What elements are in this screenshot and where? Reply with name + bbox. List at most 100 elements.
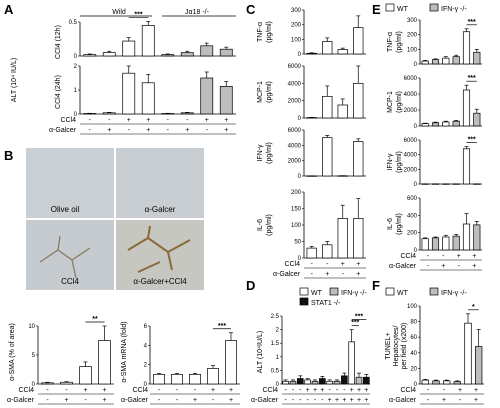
legend-swatch-ifng <box>429 3 439 12</box>
bar <box>353 218 364 259</box>
bar <box>141 82 155 115</box>
bar <box>207 368 219 385</box>
treatment-value: + <box>442 397 446 404</box>
treatment-row-label: α-Galcer <box>273 271 301 278</box>
subplot-label: IFN-γ <box>257 144 264 162</box>
y-tick-label: 0 <box>32 382 36 388</box>
treatment-value: - <box>311 261 314 268</box>
subplot-unit: (pg/ml) <box>396 91 403 113</box>
subplot-unit: (pg/ml) <box>266 21 273 43</box>
treatment-value: - <box>186 117 189 124</box>
bar <box>443 380 451 385</box>
bar <box>452 56 460 65</box>
y-axis-label: per field (x200) <box>401 323 408 370</box>
treatment-value: - <box>328 387 331 394</box>
treatment-value: + <box>127 117 131 124</box>
treatment-value: + <box>102 397 106 404</box>
treatment-row-label: α-Galcer <box>49 127 77 134</box>
bar <box>462 31 471 65</box>
legend-swatch-stat1 <box>299 297 309 306</box>
bar <box>304 379 311 385</box>
y-axis-label: TUNEL+ <box>385 332 392 359</box>
significance-marker: *** <box>468 19 476 26</box>
bar <box>473 112 481 127</box>
subplot-label: TNF-α <box>257 22 264 42</box>
y-tick-label: 4 <box>144 343 148 349</box>
treatment-value: - <box>443 387 446 394</box>
treatment-value: + <box>146 117 150 124</box>
treatment-value: - <box>427 253 430 260</box>
bar <box>122 40 136 57</box>
y-tick-label: 2000 <box>288 159 302 165</box>
legend-swatch-ifng <box>329 287 339 296</box>
bar <box>282 380 289 385</box>
treatment-value: + <box>350 397 354 404</box>
significance-marker: * <box>472 304 475 311</box>
y-tick-label: 0 <box>74 54 78 60</box>
treatment-value: - <box>321 397 324 404</box>
legend-d: WT IFN-γ -/- STAT1 -/- <box>299 287 367 307</box>
bar <box>161 54 175 57</box>
treatment-value: - <box>342 271 345 278</box>
legend-label-wt: WT <box>397 290 409 297</box>
treatment-value: - <box>306 397 309 404</box>
treatment-value: + <box>83 387 87 394</box>
treatment-value: + <box>64 397 68 404</box>
y-tick-label: 2000 <box>404 108 418 114</box>
treatment-value: + <box>350 387 354 394</box>
micrograph-label-a-galcer: α-Galcer <box>145 205 176 214</box>
subplot-unit: (pg/ml) <box>266 142 273 164</box>
bar <box>326 380 333 385</box>
y-tick-label: 0 <box>414 182 418 188</box>
y-tick-label: 300 <box>291 8 302 14</box>
y-tick-label: 0 <box>74 112 78 118</box>
bar <box>102 112 116 115</box>
subplot-label: CCl4 (12h) <box>55 25 62 59</box>
bar <box>306 247 317 259</box>
bar <box>189 373 201 385</box>
bar <box>322 244 333 259</box>
bar <box>475 346 483 385</box>
subplot-label: MCP-1 <box>257 81 264 103</box>
y-tick-label: 4000 <box>404 92 418 98</box>
y-tick-label: 1 <box>276 355 280 361</box>
y-tick-label: 200 <box>291 23 302 29</box>
legend-e: WT IFN-γ -/- <box>385 3 467 13</box>
treatment-value: + <box>356 271 360 278</box>
panel-letter-e: E <box>372 2 381 17</box>
treatment-value: - <box>336 387 339 394</box>
treatment-value: + <box>102 387 106 394</box>
y-tick-label: 4000 <box>288 143 302 149</box>
treatment-value: - <box>158 397 161 404</box>
treatment-value: - <box>128 127 131 134</box>
y-tick-label: 6 <box>144 324 148 330</box>
fibrosis-strand <box>127 225 191 273</box>
treatment-value: + <box>229 397 233 404</box>
bar <box>219 86 233 115</box>
subplot-label: CCl4 (24h) <box>55 75 62 109</box>
bar <box>171 373 183 385</box>
bar <box>421 60 429 65</box>
bar <box>421 123 429 127</box>
bar <box>421 379 429 385</box>
y-tick-label: 0 <box>144 382 148 388</box>
legend-swatch-ifng <box>429 287 439 296</box>
y-tick-label: 40 <box>410 351 417 357</box>
treatment-value: + <box>357 397 361 404</box>
micrograph-a-galcer <box>116 148 204 218</box>
significance-marker: *** <box>468 75 476 82</box>
y-tick-label: 10 <box>28 324 35 330</box>
legend-swatch-wt <box>385 3 395 12</box>
bar <box>289 380 297 385</box>
treatment-value: - <box>108 117 111 124</box>
significance-marker: *** <box>468 137 476 144</box>
treatment-value: - <box>284 397 287 404</box>
bar <box>464 322 472 385</box>
subplot-unit: (pg/ml) <box>396 213 403 235</box>
micrograph-label-ccl4: CCl4 <box>61 277 79 286</box>
treatment-value: - <box>314 397 317 404</box>
treatment-value: - <box>158 387 161 394</box>
y-axis-label: Hepatocytes/ <box>393 326 400 367</box>
bar <box>462 89 471 127</box>
